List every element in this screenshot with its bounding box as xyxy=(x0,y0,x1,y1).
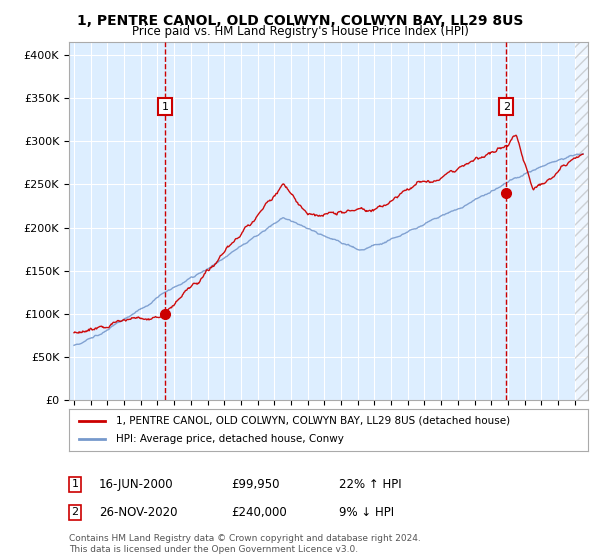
Text: £99,950: £99,950 xyxy=(231,478,280,491)
Text: Contains HM Land Registry data © Crown copyright and database right 2024.: Contains HM Land Registry data © Crown c… xyxy=(69,534,421,543)
Text: £240,000: £240,000 xyxy=(231,506,287,519)
Text: This data is licensed under the Open Government Licence v3.0.: This data is licensed under the Open Gov… xyxy=(69,545,358,554)
Text: HPI: Average price, detached house, Conwy: HPI: Average price, detached house, Conw… xyxy=(116,434,344,444)
Text: 2: 2 xyxy=(71,507,79,517)
Text: 1, PENTRE CANOL, OLD COLWYN, COLWYN BAY, LL29 8US (detached house): 1, PENTRE CANOL, OLD COLWYN, COLWYN BAY,… xyxy=(116,416,510,426)
Text: 1: 1 xyxy=(161,101,169,111)
Text: 9% ↓ HPI: 9% ↓ HPI xyxy=(339,506,394,519)
Text: 16-JUN-2000: 16-JUN-2000 xyxy=(99,478,173,491)
Text: 2: 2 xyxy=(503,101,510,111)
Text: 22% ↑ HPI: 22% ↑ HPI xyxy=(339,478,401,491)
Text: 26-NOV-2020: 26-NOV-2020 xyxy=(99,506,178,519)
Text: 1: 1 xyxy=(71,479,79,489)
Text: 1, PENTRE CANOL, OLD COLWYN, COLWYN BAY, LL29 8US: 1, PENTRE CANOL, OLD COLWYN, COLWYN BAY,… xyxy=(77,14,523,28)
Text: Price paid vs. HM Land Registry's House Price Index (HPI): Price paid vs. HM Land Registry's House … xyxy=(131,25,469,38)
Bar xyxy=(575,42,588,400)
